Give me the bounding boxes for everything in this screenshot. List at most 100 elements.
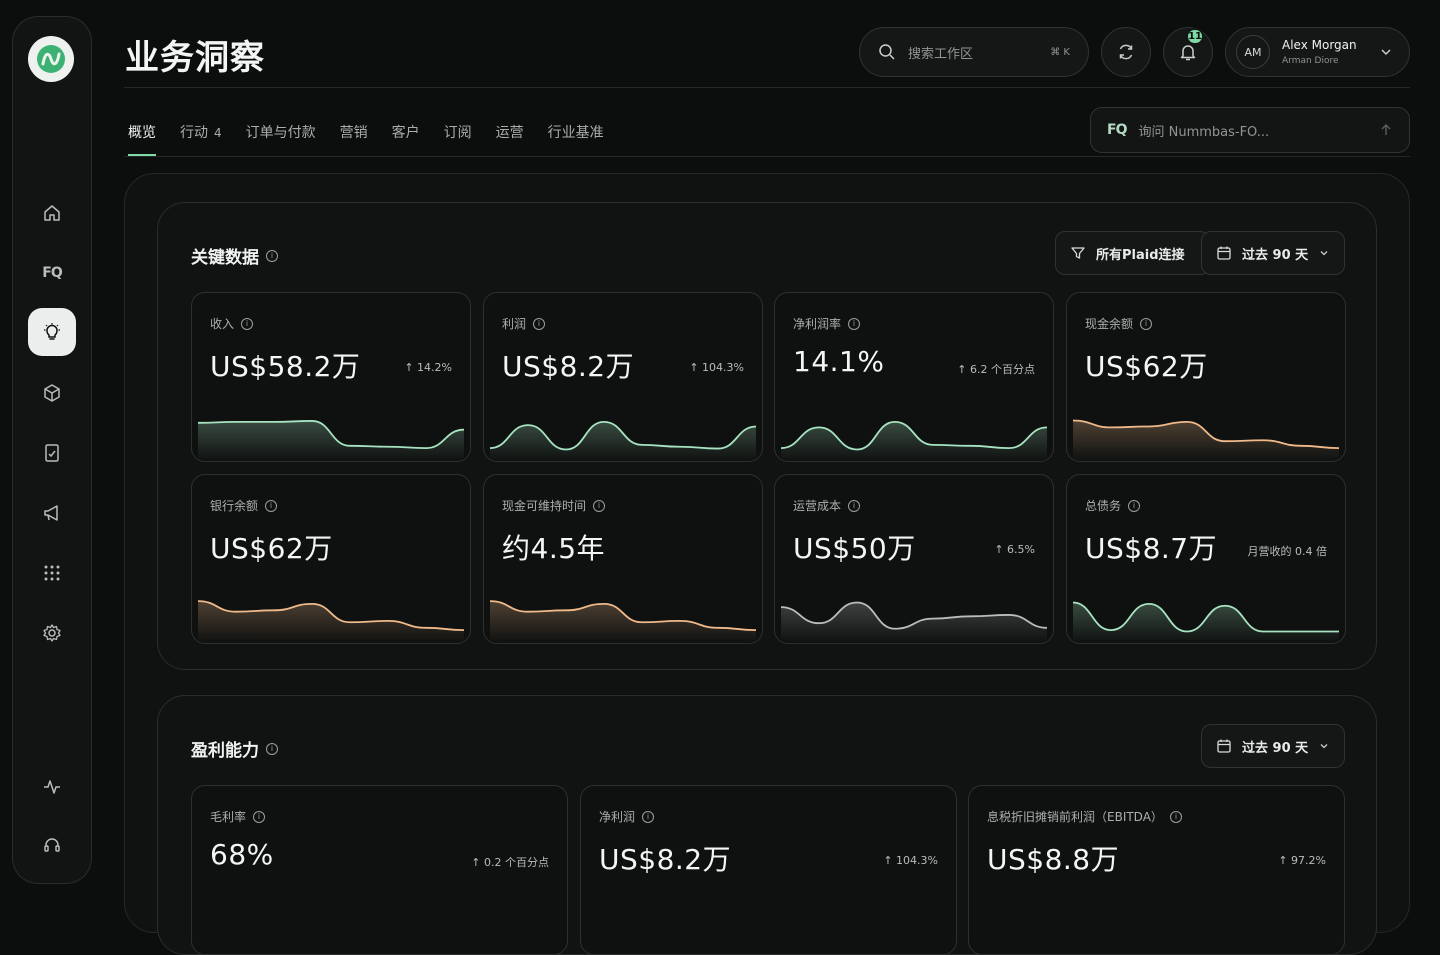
- info-icon[interactable]: i: [848, 317, 861, 330]
- filter-plaid-button[interactable]: 所有Plaid连接: [1055, 231, 1210, 275]
- metric-card-revenue[interactable]: 收入 i US$58.2万 ↑ 14.2%: [191, 292, 471, 462]
- nav-insights[interactable]: [28, 308, 76, 356]
- gear-icon: [43, 624, 61, 642]
- user-menu[interactable]: AM Alex Morgan Arman Diore: [1225, 27, 1410, 77]
- app-logo[interactable]: [28, 36, 74, 82]
- metric-card-operating-cost[interactable]: 运营成本 i US$50万 ↑ 6.5%: [774, 474, 1054, 644]
- info-icon[interactable]: i: [265, 499, 278, 512]
- info-icon[interactable]: i: [533, 317, 546, 330]
- ask-ai-input[interactable]: FQ 询问 Nummbas-FO...: [1090, 107, 1410, 153]
- metric-card-total-debt[interactable]: 总债务 i US$8.7万 月营收的 0.4 倍: [1066, 474, 1346, 644]
- metric-delta: ↑ 104.3%: [689, 361, 744, 374]
- grid-dots-icon: [44, 565, 60, 581]
- metric-card-profit[interactable]: 利润 i US$8.2万 ↑ 104.3%: [483, 292, 763, 462]
- tab-orders-payments[interactable]: 订单与付款: [245, 125, 316, 141]
- metric-value: US$8.7万: [1085, 532, 1218, 565]
- fq-icon: FQ: [1107, 122, 1127, 138]
- tab-subscriptions[interactable]: 订阅: [443, 125, 472, 141]
- nav-reports[interactable]: [28, 429, 76, 477]
- calendar-icon: [1217, 246, 1231, 260]
- metric-value: 14.1%: [793, 345, 885, 378]
- metric-card-ebitda[interactable]: 息税折旧摊销前利润（EBITDA） i US$8.8万 ↑ 97.2%: [968, 785, 1345, 955]
- metric-card-bank-balance[interactable]: 银行余额 i US$62万: [191, 474, 471, 644]
- refresh-button[interactable]: [1101, 27, 1151, 77]
- tab-actions[interactable]: 行动 4: [180, 125, 222, 141]
- metric-value: 约4.5年: [502, 532, 606, 565]
- nav-home[interactable]: [28, 189, 76, 237]
- key-data-section: 关键数据 i 所有Plaid连接 过去 90 天 收入 i US$58.2万 ↑ 14…: [157, 202, 1377, 670]
- chevron-down-icon: [1320, 744, 1328, 749]
- nav-fq[interactable]: FQ: [28, 249, 76, 297]
- section-title: 盈利能力 i: [191, 736, 278, 761]
- metric-value: US$50万: [793, 532, 916, 565]
- period-select[interactable]: 过去 90 天: [1201, 724, 1346, 768]
- chevron-down-icon: [1320, 251, 1328, 256]
- info-icon[interactable]: i: [266, 742, 278, 755]
- info-icon[interactable]: i: [1169, 810, 1182, 823]
- nav-apps[interactable]: [28, 549, 76, 597]
- sparkline-line: [197, 600, 465, 631]
- nav-settings[interactable]: [28, 609, 76, 657]
- sparkline-area: [490, 601, 756, 643]
- send-arrow-icon[interactable]: [1379, 123, 1393, 137]
- tab-marketing[interactable]: 营销: [339, 125, 368, 141]
- notifications-button[interactable]: 11: [1163, 27, 1213, 77]
- sparkline-area: [781, 421, 1047, 461]
- tab-actions-count: 4: [214, 126, 222, 140]
- info-icon[interactable]: i: [848, 499, 861, 512]
- metric-card-net-profit[interactable]: 净利润 i US$8.2万 ↑ 104.3%: [580, 785, 957, 955]
- sparkline-area: [490, 421, 756, 461]
- cube-icon: [44, 384, 60, 402]
- nav-marketing[interactable]: [28, 489, 76, 537]
- page-title: 业务洞察: [125, 38, 265, 78]
- info-icon[interactable]: i: [1128, 499, 1141, 512]
- sparkline-area: [198, 420, 464, 461]
- tab-divider: [124, 156, 1410, 157]
- user-subtitle: Arman Diore: [1282, 56, 1339, 66]
- tab-operations[interactable]: 运营: [495, 125, 524, 141]
- info-icon[interactable]: i: [593, 499, 606, 512]
- filter-icon: [1071, 247, 1085, 259]
- metric-card-cash-runway[interactable]: 现金可维持时间 i 约4.5年: [483, 474, 763, 644]
- header-divider: [124, 87, 1410, 88]
- metric-value: US$62万: [1085, 350, 1208, 383]
- metric-delta: 月营收的 0.4 倍: [1247, 545, 1328, 558]
- metric-delta: ↑ 6.2 个百分点: [957, 363, 1035, 376]
- info-icon[interactable]: i: [266, 249, 278, 262]
- sparkline-chart: [1072, 601, 1339, 643]
- tab-customers[interactable]: 客户: [391, 125, 420, 141]
- metric-card-gross-margin[interactable]: 毛利率 i 68% ↑ 0.2 个百分点: [191, 785, 568, 955]
- metric-card-cash-balance[interactable]: 现金余额 i US$62万: [1066, 292, 1346, 462]
- notifications-badge: 11: [1186, 28, 1204, 45]
- sparkline-line: [489, 420, 757, 451]
- sparkline-chart: [1072, 419, 1340, 461]
- nav-products[interactable]: [28, 369, 76, 417]
- info-icon[interactable]: i: [642, 810, 655, 823]
- user-name: Alex Morgan: [1282, 38, 1357, 52]
- search-placeholder: 搜索工作区: [908, 46, 974, 62]
- period-select[interactable]: 过去 90 天: [1201, 231, 1346, 275]
- section-title: 关键数据 i: [191, 243, 278, 268]
- info-icon[interactable]: i: [1140, 317, 1153, 330]
- tab-overview[interactable]: 概览: [128, 122, 156, 156]
- info-icon[interactable]: i: [253, 810, 266, 823]
- metric-card-net-margin[interactable]: 净利润率 i 14.1% ↑ 6.2 个百分点: [774, 292, 1054, 462]
- sparkline-line: [1072, 419, 1340, 449]
- sparkline-line: [1072, 601, 1339, 633]
- lightbulb-icon: [44, 323, 60, 340]
- search-shortcut: ⌘ K: [1050, 46, 1070, 58]
- tab-bar: 概览 行动 4 订单与付款 营销 客户 订阅 运营 行业基准: [128, 122, 628, 156]
- metric-delta: ↑ 97.2%: [1278, 854, 1326, 867]
- avatar: AM: [1236, 35, 1270, 69]
- nav-support[interactable]: [28, 821, 76, 869]
- nav-activity[interactable]: [28, 763, 76, 811]
- sparkline-area: [781, 602, 1047, 643]
- metric-delta: ↑ 6.5%: [994, 543, 1035, 556]
- refresh-icon: [1119, 44, 1133, 60]
- sparkline-line: [197, 420, 465, 450]
- tab-benchmarks[interactable]: 行业基准: [547, 125, 604, 141]
- info-icon[interactable]: i: [241, 317, 254, 330]
- metric-value: US$58.2万: [210, 350, 361, 383]
- search-box[interactable]: 搜索工作区 ⌘ K: [859, 27, 1089, 77]
- sparkline-line: [780, 420, 1048, 451]
